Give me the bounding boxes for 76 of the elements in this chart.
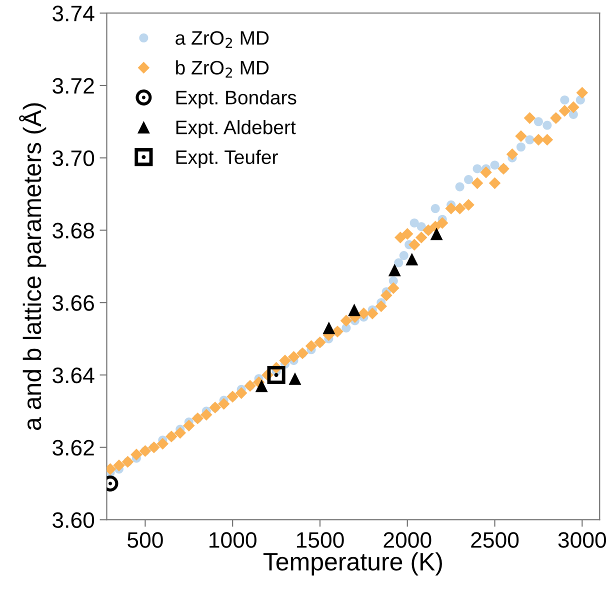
point bbox=[388, 264, 401, 276]
point bbox=[387, 282, 400, 294]
point bbox=[130, 448, 142, 460]
point bbox=[471, 177, 484, 190]
x-tick-label: 2500 bbox=[471, 532, 519, 548]
point bbox=[480, 166, 492, 178]
point bbox=[464, 175, 474, 184]
point bbox=[534, 117, 543, 126]
point bbox=[410, 218, 419, 228]
point bbox=[490, 160, 500, 170]
point bbox=[340, 314, 352, 327]
y-tick-label: 3.70 bbox=[52, 150, 94, 166]
y-tick-label: 3.64 bbox=[52, 368, 94, 384]
point bbox=[348, 304, 360, 316]
point bbox=[218, 398, 230, 410]
point bbox=[288, 350, 300, 363]
x-tick-label: 1000 bbox=[210, 532, 256, 548]
y-tick-label: 3.60 bbox=[52, 512, 94, 528]
y-tick-label: 3.62 bbox=[52, 440, 94, 456]
y-axis-title: a and b lattice parameters (Å) bbox=[19, 103, 46, 430]
legend-label: b ZrO$_{2}$ MD bbox=[176, 60, 269, 78]
y-tick-label: 3.74 bbox=[52, 6, 94, 22]
point bbox=[558, 104, 571, 117]
x-tick-label: 1500 bbox=[296, 532, 344, 548]
point bbox=[200, 408, 212, 421]
point bbox=[305, 340, 318, 352]
point bbox=[436, 217, 448, 229]
legend-label: a ZrO$_{2}$ MD bbox=[176, 31, 269, 48]
point bbox=[525, 135, 534, 144]
point bbox=[394, 258, 404, 268]
point bbox=[430, 204, 440, 214]
point bbox=[174, 426, 186, 439]
point bbox=[401, 228, 414, 240]
y-tick-label: 3.66 bbox=[52, 295, 94, 311]
point bbox=[560, 95, 570, 104]
y-tick-label: 3.72 bbox=[52, 78, 94, 94]
point bbox=[488, 177, 501, 190]
point bbox=[399, 251, 408, 260]
legend-label: Expt. Bondars bbox=[176, 90, 296, 108]
point bbox=[532, 134, 544, 146]
point bbox=[255, 380, 268, 392]
point bbox=[408, 238, 420, 251]
x-axis-title: Temperature (K) bbox=[263, 552, 442, 576]
point bbox=[183, 420, 195, 432]
point bbox=[380, 289, 392, 302]
legend-label: Expt. Aldebert bbox=[176, 120, 296, 138]
point bbox=[394, 232, 406, 244]
y-tick-label: 3.68 bbox=[52, 222, 94, 238]
point bbox=[113, 460, 125, 472]
point bbox=[472, 164, 482, 174]
point bbox=[506, 148, 518, 160]
point bbox=[267, 366, 286, 384]
point bbox=[542, 120, 552, 130]
x-tick-label: 3000 bbox=[558, 532, 606, 548]
point bbox=[516, 142, 526, 152]
x-tick-label: 500 bbox=[128, 532, 163, 548]
point bbox=[322, 322, 336, 334]
point bbox=[524, 112, 536, 124]
point bbox=[415, 232, 428, 244]
point bbox=[288, 372, 302, 385]
point bbox=[455, 182, 464, 192]
point bbox=[430, 228, 443, 240]
point bbox=[156, 438, 169, 450]
x-tick-label: 2000 bbox=[384, 532, 432, 548]
point bbox=[515, 130, 527, 142]
point bbox=[406, 252, 418, 266]
point bbox=[462, 199, 474, 211]
point bbox=[576, 86, 588, 99]
point bbox=[235, 387, 248, 399]
point bbox=[366, 308, 378, 320]
point bbox=[279, 354, 291, 366]
point bbox=[541, 134, 554, 146]
point bbox=[568, 101, 580, 114]
point bbox=[375, 300, 388, 312]
point bbox=[416, 222, 426, 232]
legend-label: Expt. Teufer bbox=[176, 150, 278, 168]
